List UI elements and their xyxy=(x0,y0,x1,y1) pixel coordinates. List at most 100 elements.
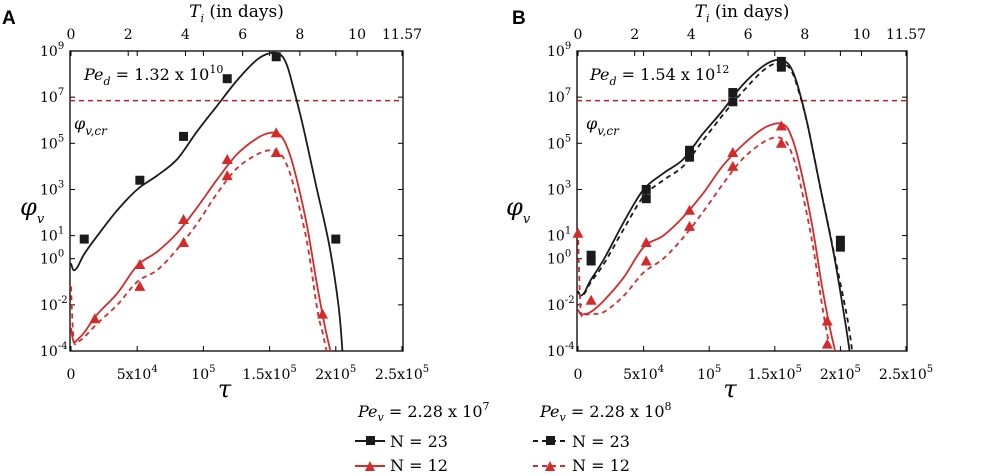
series-marker-triangle xyxy=(640,255,652,266)
panel-b-label: B xyxy=(512,8,526,29)
series-marker-triangle xyxy=(640,237,652,248)
series-marker-triangle xyxy=(178,237,190,248)
series-marker-triangle xyxy=(221,153,233,164)
series-marker-square xyxy=(79,234,89,244)
top-axis-label: Ti (in days) xyxy=(189,2,284,25)
series-marker-square xyxy=(179,131,189,141)
legend-marker-n12-solid xyxy=(365,461,375,471)
y-tick-label: 103 xyxy=(40,179,64,198)
x-tick-label: 0 xyxy=(574,367,583,383)
top-tick-label: 4 xyxy=(687,27,696,43)
y-axis-label: φv xyxy=(20,193,45,227)
top-tick-label: 8 xyxy=(295,27,304,43)
series-line xyxy=(577,122,837,351)
x-axis-label: τ xyxy=(218,375,232,403)
series-marker-triangle xyxy=(775,120,787,131)
top-tick-label: 2 xyxy=(124,27,133,43)
panel-a-label: A xyxy=(2,8,16,29)
series-marker-triangle xyxy=(821,315,833,326)
x-tick-label: 5x104 xyxy=(623,364,664,383)
panel-a-frame xyxy=(69,50,404,352)
x-axis-label: τ xyxy=(723,375,737,403)
series-marker-triangle xyxy=(775,137,787,148)
y-tick-label: 107 xyxy=(547,87,571,106)
legend-label-n12-solid: N = 12 xyxy=(390,456,448,475)
legend-col2-title: Pev = 2.28 x 108 xyxy=(539,400,672,424)
series-marker-triangle xyxy=(178,213,190,224)
series-marker-square xyxy=(331,234,341,244)
y-tick-label: 109 xyxy=(40,41,64,60)
top-tick-label: 10 xyxy=(348,27,366,43)
series-marker-triangle xyxy=(684,204,696,215)
x-tick-label: 2.5x105 xyxy=(375,364,429,383)
series-line xyxy=(577,62,854,351)
legend-marker-n23-dashed xyxy=(546,436,555,445)
y-tick-label: 101 xyxy=(40,226,64,245)
series-marker-triangle xyxy=(585,294,597,305)
panel-a: A 0 5x104 105 1.5x105 2x105 2.5x105 10-4 10-2 10… xyxy=(2,2,429,403)
y-tick-label: 105 xyxy=(40,133,64,152)
y-tick-label: 109 xyxy=(547,41,571,60)
legend-col1-title: Pev = 2.28 x 107 xyxy=(357,400,490,424)
series-marker-square xyxy=(835,242,845,252)
y-tick-label: 10-4 xyxy=(40,341,68,360)
series-marker-square xyxy=(728,88,738,98)
critical-threshold-label: φv,cr xyxy=(74,114,108,138)
series-marker-triangle xyxy=(572,227,584,238)
series-marker-triangle xyxy=(134,280,146,291)
series-marker-triangle xyxy=(727,147,739,158)
legend-label-n23-dashed: N = 23 xyxy=(572,432,630,451)
series-marker-square xyxy=(271,52,281,62)
x-tick-label: 105 xyxy=(191,364,215,383)
series-marker-square xyxy=(641,184,651,194)
series-line xyxy=(70,149,328,351)
panel-b: B 0 5x104 105 1.5x105 2x105 2.5x105 10-4 10-2 10… xyxy=(506,2,933,403)
series-marker-triangle xyxy=(89,313,101,324)
series-marker-triangle xyxy=(821,338,833,349)
series-marker-triangle xyxy=(270,147,282,158)
top-axis-label: Ti (in days) xyxy=(695,2,790,25)
y-axis-label: φv xyxy=(506,193,531,227)
top-tick-label: 11.57 xyxy=(382,27,422,43)
pe-d-annotation: Ped = 1.32 x 1010 xyxy=(83,63,223,88)
series-line xyxy=(577,136,833,351)
series-marker-triangle xyxy=(317,308,329,319)
x-tick-label: 5x104 xyxy=(117,364,158,383)
series-marker-square xyxy=(135,175,145,185)
pe-d-annotation: Ped = 1.54 x 1012 xyxy=(589,63,729,88)
series-marker-square xyxy=(586,256,596,266)
series-marker-square xyxy=(776,56,786,66)
x-tick-label: 1.5x105 xyxy=(242,364,296,383)
series-marker-square xyxy=(586,250,596,260)
x-tick-label: 2x105 xyxy=(820,364,861,383)
x-tick-label: 1.5x105 xyxy=(748,364,802,383)
series-marker-square xyxy=(222,74,232,84)
y-tick-label: 105 xyxy=(547,133,571,152)
x-tick-label: 0 xyxy=(67,367,76,383)
series-marker-triangle xyxy=(727,160,739,171)
x-tick-label: 105 xyxy=(697,364,721,383)
top-tick-label: 2 xyxy=(630,27,639,43)
x-tick-label: 2.5x105 xyxy=(879,364,933,383)
series-marker-square xyxy=(776,62,786,72)
legend-marker-n12-dashed xyxy=(545,461,555,471)
y-tick-label: 10-2 xyxy=(547,295,575,314)
series-marker-triangle xyxy=(221,170,233,181)
y-tick-label: 10-4 xyxy=(547,341,575,360)
top-tick-label: 0 xyxy=(574,27,583,43)
top-tick-label: 0 xyxy=(67,27,76,43)
y-tick-label: 103 xyxy=(547,179,571,198)
legend-label-n12-dashed: N = 12 xyxy=(572,456,630,475)
legend-marker-n23-solid xyxy=(366,436,375,445)
top-tick-label: 11.57 xyxy=(886,27,926,43)
series-line xyxy=(70,131,332,351)
critical-threshold-label: φv,cr xyxy=(586,114,620,138)
top-tick-label: 6 xyxy=(744,27,753,43)
y-tick-label: 107 xyxy=(40,87,64,106)
series-line xyxy=(70,51,344,351)
top-tick-label: 4 xyxy=(181,27,190,43)
series-marker-triangle xyxy=(270,127,282,138)
panel-b-frame xyxy=(576,50,908,352)
y-tick-label: 10-2 xyxy=(40,295,68,314)
top-tick-label: 8 xyxy=(800,27,809,43)
